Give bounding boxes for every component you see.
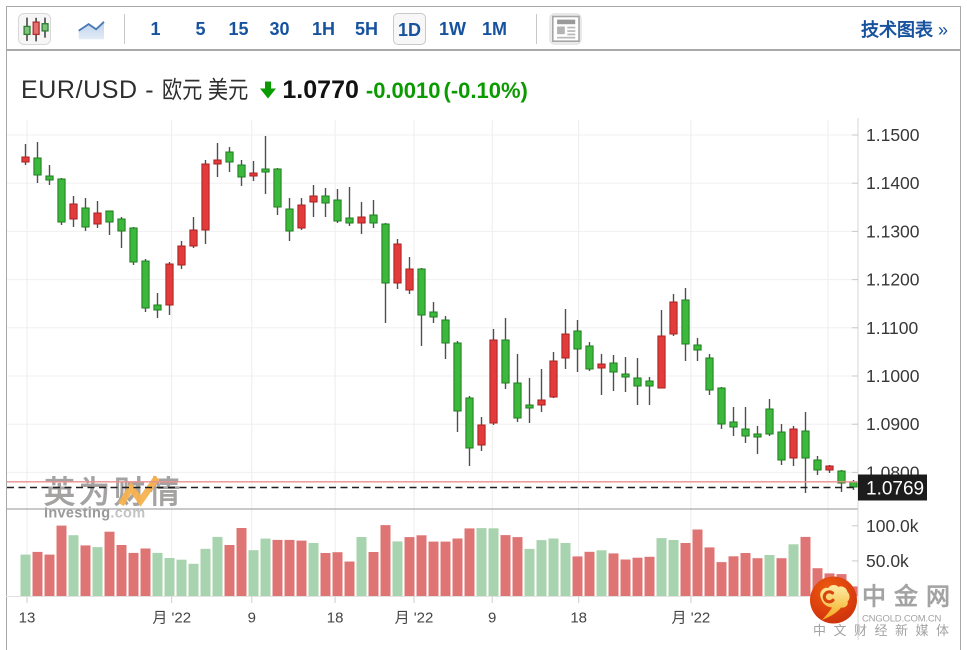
svg-text:1.1500: 1.1500 [866, 125, 920, 145]
svg-text:9: 9 [488, 610, 496, 627]
svg-text:18: 18 [327, 610, 344, 627]
svg-text:中文财经新媒体: 中文财经新媒体 [813, 623, 957, 638]
svg-text:9: 9 [248, 610, 256, 627]
svg-text:1.1300: 1.1300 [866, 221, 920, 241]
svg-text:1.1100: 1.1100 [866, 318, 918, 338]
svg-text:1.0769: 1.0769 [866, 479, 924, 500]
svg-text:月 '22: 月 '22 [672, 610, 711, 627]
svg-text:Investing.com: Investing.com [44, 506, 145, 522]
svg-text:月 '22: 月 '22 [395, 610, 434, 627]
svg-text:1.1400: 1.1400 [866, 173, 920, 193]
svg-text:月 '22: 月 '22 [152, 610, 191, 627]
svg-text:1.1200: 1.1200 [866, 270, 920, 290]
svg-text:1.1000: 1.1000 [866, 366, 920, 386]
svg-text:18: 18 [570, 610, 587, 627]
svg-text:100.0k: 100.0k [866, 516, 919, 536]
svg-text:13: 13 [19, 610, 36, 627]
svg-text:1.0900: 1.0900 [866, 414, 920, 434]
svg-text:中金网: 中金网 [862, 583, 958, 611]
svg-text:50.0k: 50.0k [866, 551, 909, 571]
svg-text:CNGOLD.COM.CN: CNGOLD.COM.CN [862, 614, 942, 625]
